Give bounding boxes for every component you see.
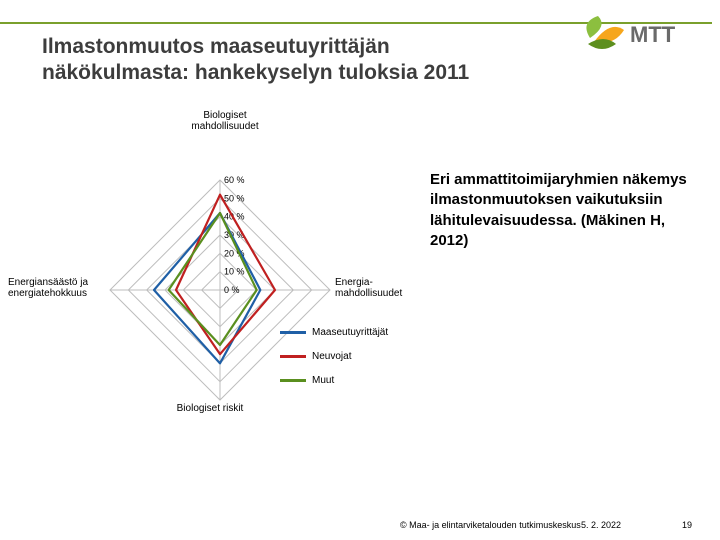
footer-copyright: © Maa- ja elintarviketalouden tutkimuske…: [400, 520, 581, 530]
svg-text:50 %: 50 %: [224, 193, 245, 203]
annotation-text: Eri ammattitoimijaryhmien näkemys ilmast…: [430, 170, 690, 251]
legend-item: Muut: [280, 373, 388, 387]
svg-text:60 %: 60 %: [224, 175, 245, 185]
title-line-2: näkökulmasta: hankekyselyn tuloksia 2011: [42, 61, 469, 84]
legend-swatch: [280, 379, 306, 382]
axis-label-bottom: Biologiset riskit: [160, 403, 260, 414]
page-title: Ilmastonmuutos maaseutuyrittäjän näkökul…: [42, 34, 700, 87]
axis-label-top: Biologiset mahdollisuudet: [175, 110, 275, 132]
legend-label: Muut: [312, 375, 334, 386]
legend-label: Maaseutuyrittäjät: [312, 327, 388, 338]
title-line-1: Ilmastonmuutos maaseutuyrittäjän: [42, 35, 390, 58]
axis-label-right: Energia-mahdollisuudet: [335, 277, 415, 299]
footer-date: 5. 2. 2022: [581, 520, 621, 530]
svg-text:0 %: 0 %: [224, 285, 240, 295]
axis-label-left: Energiansäästö ja energiatehokkuus: [8, 277, 100, 299]
legend-swatch: [280, 355, 306, 358]
legend-swatch: [280, 331, 306, 334]
legend-item: Maaseutuyrittäjät: [280, 325, 388, 339]
svg-text:10 %: 10 %: [224, 267, 245, 277]
footer-page: 19: [682, 520, 692, 530]
chart-legend: Maaseutuyrittäjät Neuvojat Muut: [280, 325, 388, 397]
legend-item: Neuvojat: [280, 349, 388, 363]
legend-label: Neuvojat: [312, 351, 351, 362]
radar-chart: 0 %10 %20 %30 %40 %50 %60 % Biologiset m…: [20, 115, 390, 455]
footer: © Maa- ja elintarviketalouden tutkimuske…: [0, 510, 720, 530]
